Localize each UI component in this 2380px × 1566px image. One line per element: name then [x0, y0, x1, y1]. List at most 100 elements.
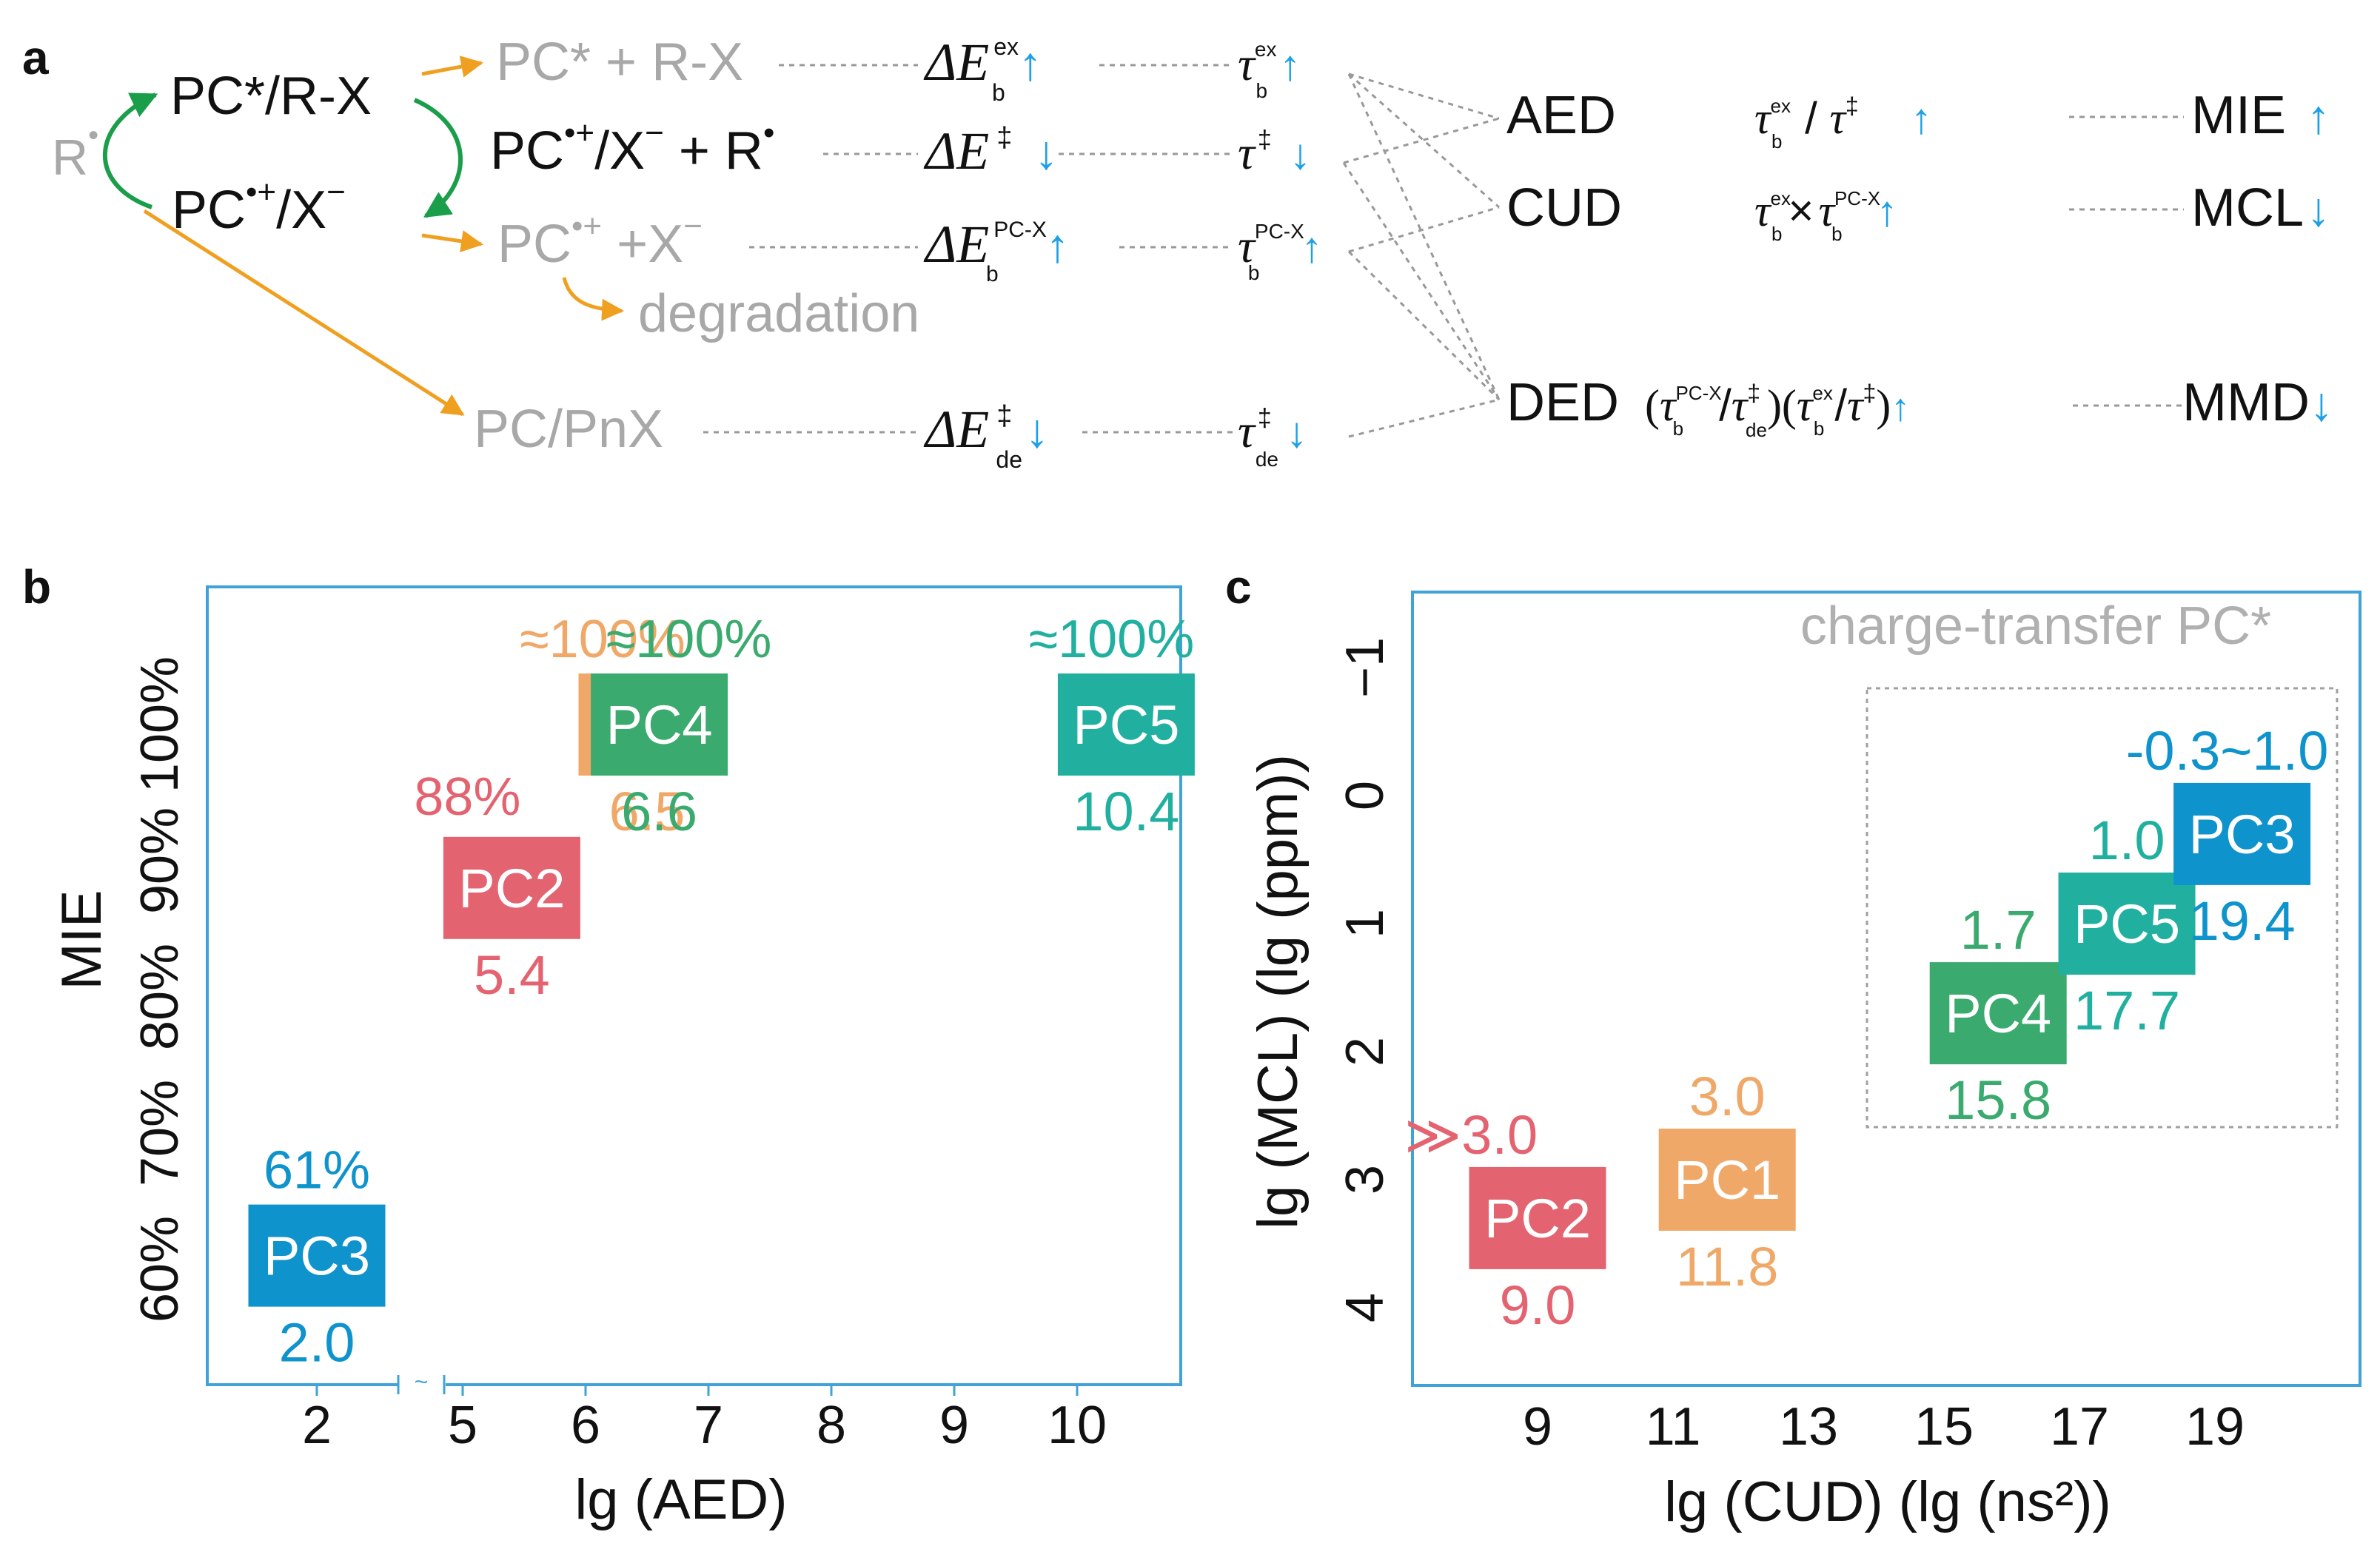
panel-b-y-tick-label: 70%: [130, 1080, 190, 1186]
panel-c-y-tick-label: 2: [1335, 1037, 1395, 1066]
panel-b-y-tick-label: 90%: [130, 807, 190, 914]
energy-tau-connectors: [1059, 64, 1233, 434]
point-y-value-label: ≈100%: [606, 610, 772, 669]
panel-c-x-tick-label: 17: [2050, 1397, 2109, 1456]
point-x-value-label: 10.4: [1073, 781, 1179, 842]
point-y-value-label: 1.7: [1960, 899, 2037, 961]
panel-b-chart: b ~ 2 5 6 7 8 9 10 60%70%80%90%100% PC32.0PC25…: [22, 560, 1195, 1531]
result-connectors: [2069, 115, 2184, 407]
panel-b-x-tick-label: 9: [939, 1396, 969, 1455]
point-pc4: PC4 15.8 1.7: [1929, 899, 2067, 1131]
point-x-value-label: 19.4: [2189, 890, 2296, 952]
panel-b-x-tick-label: 2: [302, 1396, 332, 1455]
point-name-label: PC2: [458, 858, 565, 919]
charge-transfer-annotation: charge-transfer PC*: [1800, 597, 2271, 656]
panel-c-y-axis-label: lg (MCL) (lg (ppm)): [1247, 754, 1310, 1229]
panel-c-x-tick-label: 19: [2185, 1397, 2245, 1456]
point-box: [2173, 782, 2311, 885]
panel-c-y-ticks: −1 0 1 2 3 4: [1335, 637, 1395, 1323]
panel-b-axis-break: ~: [397, 1368, 446, 1397]
expr-aed: τex b / τ‡ ↑: [1754, 93, 1932, 152]
tau-pcx: τPC-X b↑: [1238, 220, 1322, 284]
point-x-value-label: 11.8: [1676, 1236, 1779, 1297]
panel-b-plot-frame: [206, 585, 1182, 1386]
panel-b-x-tick-label: 10: [1047, 1396, 1107, 1455]
charge-transfer-region-box: [1866, 687, 2339, 1129]
point-box: [2058, 873, 2196, 975]
tau-de: τ ‡ de↓: [1238, 404, 1307, 471]
panel-a: a R• PC*/R-X PC•+/X− PC* + R-X PC•+/X− +…: [22, 31, 2333, 473]
panel-c-x-axis-label: lg (CUD) (lg (ns²)): [1664, 1471, 2111, 1533]
panel-c-x-tick-label: 15: [1914, 1397, 1974, 1456]
panel-b-x-tick-label: 8: [817, 1396, 846, 1455]
panel-b-points: PC32.0PC25.4PC16.5PC46.6PC510.461%88%≈10…: [248, 610, 1195, 1374]
point-name-label: PC5: [1073, 694, 1179, 756]
point-y-value-label: 88%: [414, 767, 520, 827]
point-name-label: PC3: [264, 1226, 370, 1287]
panel-c-x-tick-label: 13: [1779, 1397, 1838, 1456]
energy-de: ΔE ‡ de↓: [923, 400, 1049, 473]
tau-ex: τex b↑: [1238, 38, 1301, 102]
energy-ts: ΔE ‡ ↓: [923, 121, 1058, 181]
expr-ded: (τPC-X b/τ‡ de)(τex b/τ‡)↑: [1645, 380, 1910, 441]
point-box: [1929, 962, 2067, 1065]
species-row2: PC•+/X− + R•: [490, 115, 774, 181]
panel-b-label: b: [22, 560, 51, 614]
species-row3: PC•+ +X−: [497, 208, 703, 274]
result-mie: MIE ↑: [2191, 86, 2330, 145]
point-pc5: PC5 10.4: [1057, 673, 1195, 842]
panel-c-points: PC2 9.0 ≫3.0 PC1 11.8 3.0 PC4 15.8 1.7 PC5 17.7 1.0…: [1404, 720, 2329, 1336]
point-box: [1658, 1129, 1796, 1231]
panel-c-chart: c charge-transfer PC* 9 11 13 15 17 19 −1 0 1 2 3…: [1225, 560, 2361, 1533]
tau-metric-connectors: [1342, 73, 1501, 438]
arrow-to-row4: [143, 209, 465, 417]
point-name-label: PC2: [1484, 1188, 1591, 1249]
point-y-value-label: 1.0: [2089, 810, 2165, 871]
panel-c-y-tick-label: 3: [1335, 1165, 1395, 1194]
energy-pcx: ΔE PC-X b↑: [923, 215, 1070, 286]
point-y-value-label: -0.3~1.0: [2126, 720, 2329, 782]
species-energy-connectors: [703, 64, 918, 434]
panel-b-y-tick-label: 100%: [130, 656, 190, 793]
panel-c-label: c: [1225, 560, 1252, 614]
arrow-to-row3: [421, 230, 483, 252]
species-row1: PC* + R-X: [496, 33, 743, 92]
panel-c-y-tick-label: 0: [1335, 781, 1395, 810]
point-x-value-label: 6.5: [609, 781, 685, 842]
tau-ts: τ ‡ ↓: [1238, 126, 1311, 179]
point-pc3: PC3 19.4 -0.3~1.0: [2126, 720, 2329, 952]
panel-b-y-ticks: 60% 70% 80% 90% 100%: [130, 656, 190, 1323]
panel-c-y-tick-label: 4: [1335, 1293, 1395, 1323]
point-x-value-label: 5.4: [474, 944, 550, 1006]
panel-c-x-tick-label: 9: [1523, 1397, 1552, 1456]
panel-a-label: a: [22, 31, 49, 84]
panel-c-x-ticks: 9 11 13 15 17 19: [1523, 1397, 2245, 1456]
cycle-bottom-species: PC•+/X−: [172, 174, 346, 240]
panel-b-y-tick-label: 60%: [130, 1216, 190, 1323]
point-box: [248, 1204, 386, 1307]
point-pc5: PC5 17.7 1.0: [2058, 810, 2196, 1041]
energy-ex: ΔE ex b↑: [923, 33, 1042, 106]
radical-r: R•: [52, 119, 98, 186]
degradation-label: degradation: [638, 284, 919, 343]
species-row4: PC/PnX: [474, 400, 663, 459]
point-name-label: PC3: [2189, 804, 2296, 865]
point-name-label: PC1: [1674, 1149, 1780, 1211]
point-box: [591, 673, 728, 776]
point-x-value-label: 6.6: [621, 781, 697, 842]
panel-b-y-axis-label: MIE: [50, 890, 113, 989]
panel-b-x-tick-label: 7: [694, 1396, 723, 1455]
panel-b-x-tick-label: 6: [571, 1396, 600, 1455]
point-name-label: PC4: [606, 694, 713, 756]
point-y-value-label: ≫3.0: [1404, 1104, 1538, 1166]
axis-break-gap: [398, 1373, 446, 1397]
panel-b-x-axis-label: lg (AED): [574, 1468, 787, 1531]
point-y-value-label: ≈100%: [520, 610, 685, 669]
point-box: [1469, 1166, 1606, 1269]
result-mmd: MMD↓: [2182, 373, 2333, 432]
point-name-label: PC4: [1945, 983, 2051, 1044]
panel-c-y-tick-label: −1: [1335, 637, 1395, 698]
point-x-value-label: 9.0: [1500, 1274, 1576, 1336]
cycle-arrow-right: [413, 98, 463, 218]
